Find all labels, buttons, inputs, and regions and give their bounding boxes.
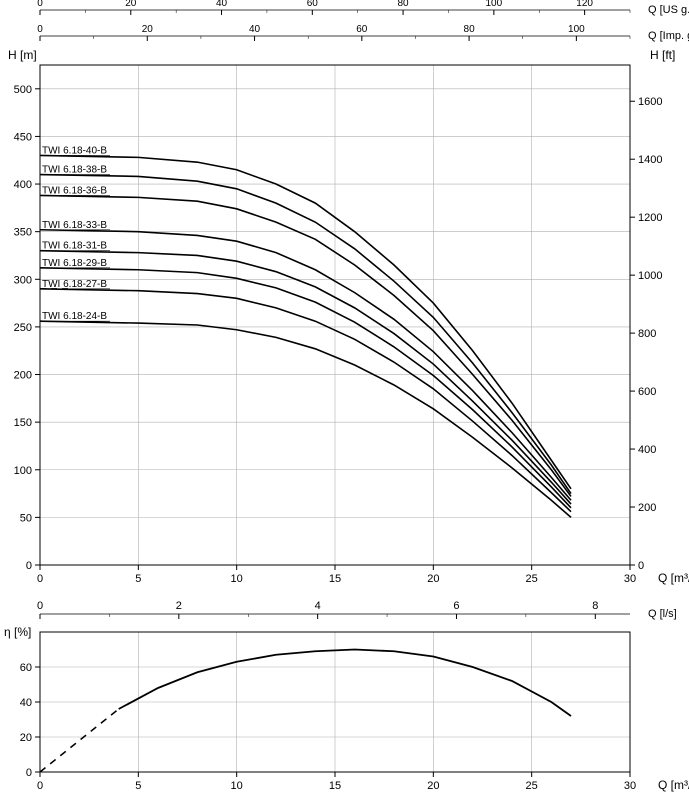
svg-text:600: 600 bbox=[638, 386, 656, 398]
svg-text:20: 20 bbox=[427, 780, 439, 792]
svg-text:0: 0 bbox=[26, 560, 32, 572]
svg-text:100: 100 bbox=[568, 24, 585, 35]
svg-text:15: 15 bbox=[329, 780, 341, 792]
svg-text:40: 40 bbox=[20, 697, 32, 709]
svg-text:8: 8 bbox=[592, 600, 598, 612]
svg-text:25: 25 bbox=[526, 573, 538, 585]
svg-text:150: 150 bbox=[14, 417, 32, 429]
svg-text:200: 200 bbox=[638, 502, 656, 514]
svg-text:2: 2 bbox=[176, 600, 182, 612]
svg-text:TWI 6.18-38-B: TWI 6.18-38-B bbox=[42, 165, 107, 176]
svg-text:0: 0 bbox=[37, 780, 43, 792]
svg-text:0: 0 bbox=[37, 0, 43, 9]
svg-text:0: 0 bbox=[37, 24, 43, 35]
svg-text:TWI 6.18-33-B: TWI 6.18-33-B bbox=[42, 220, 107, 231]
svg-text:0: 0 bbox=[37, 600, 43, 612]
svg-text:80: 80 bbox=[398, 0, 410, 9]
svg-text:80: 80 bbox=[464, 24, 476, 35]
svg-text:100: 100 bbox=[14, 465, 32, 477]
svg-text:0: 0 bbox=[37, 573, 43, 585]
svg-text:25: 25 bbox=[526, 780, 538, 792]
svg-text:1400: 1400 bbox=[638, 154, 662, 166]
svg-text:H [ft]: H [ft] bbox=[650, 48, 675, 62]
svg-text:20: 20 bbox=[125, 0, 137, 9]
svg-text:15: 15 bbox=[329, 573, 341, 585]
svg-text:0: 0 bbox=[26, 767, 32, 779]
svg-text:Q [Imp. g.p.m.]: Q [Imp. g.p.m.] bbox=[648, 30, 689, 42]
svg-text:η [%]: η [%] bbox=[4, 625, 31, 639]
svg-text:200: 200 bbox=[14, 370, 32, 382]
svg-text:TWI 6.18-29-B: TWI 6.18-29-B bbox=[42, 258, 107, 269]
svg-text:0: 0 bbox=[638, 560, 644, 572]
svg-text:60: 60 bbox=[307, 0, 319, 9]
efficiency-curve bbox=[119, 650, 571, 717]
svg-text:30: 30 bbox=[624, 573, 636, 585]
svg-text:6: 6 bbox=[453, 600, 459, 612]
svg-text:1200: 1200 bbox=[638, 212, 662, 224]
svg-text:500: 500 bbox=[14, 84, 32, 96]
svg-text:H [m]: H [m] bbox=[8, 48, 37, 62]
svg-text:5: 5 bbox=[135, 780, 141, 792]
svg-text:50: 50 bbox=[20, 512, 32, 524]
svg-text:20: 20 bbox=[142, 24, 154, 35]
svg-text:4: 4 bbox=[315, 600, 321, 612]
svg-text:450: 450 bbox=[14, 131, 32, 143]
svg-text:Q [m³/h]: Q [m³/h] bbox=[658, 778, 689, 792]
svg-text:40: 40 bbox=[216, 0, 228, 9]
svg-text:800: 800 bbox=[638, 328, 656, 340]
curve-TWI 6.18-31-B bbox=[40, 251, 571, 504]
svg-text:TWI 6.18-36-B: TWI 6.18-36-B bbox=[42, 185, 107, 196]
svg-text:Q [m³/h]: Q [m³/h] bbox=[658, 571, 689, 585]
svg-text:Q [US g.p.m.]: Q [US g.p.m.] bbox=[648, 4, 689, 16]
svg-text:20: 20 bbox=[427, 573, 439, 585]
svg-text:100: 100 bbox=[486, 0, 503, 9]
svg-text:10: 10 bbox=[231, 573, 243, 585]
svg-text:TWI 6.18-31-B: TWI 6.18-31-B bbox=[42, 241, 107, 252]
svg-text:5: 5 bbox=[135, 573, 141, 585]
svg-text:300: 300 bbox=[14, 274, 32, 286]
curve-TWI 6.18-38-B bbox=[40, 175, 571, 494]
svg-text:TWI 6.18-40-B: TWI 6.18-40-B bbox=[42, 145, 107, 156]
svg-text:120: 120 bbox=[576, 0, 593, 9]
svg-text:Q [l/s]: Q [l/s] bbox=[648, 608, 677, 620]
curve-TWI 6.18-33-B bbox=[40, 230, 571, 500]
svg-text:10: 10 bbox=[231, 780, 243, 792]
svg-text:400: 400 bbox=[14, 179, 32, 191]
svg-text:400: 400 bbox=[638, 444, 656, 456]
svg-text:20: 20 bbox=[20, 732, 32, 744]
svg-text:60: 60 bbox=[20, 662, 32, 674]
svg-text:TWI 6.18-24-B: TWI 6.18-24-B bbox=[42, 311, 107, 322]
svg-text:250: 250 bbox=[14, 322, 32, 334]
svg-text:40: 40 bbox=[249, 24, 261, 35]
svg-text:350: 350 bbox=[14, 227, 32, 239]
svg-text:30: 30 bbox=[624, 780, 636, 792]
svg-text:1600: 1600 bbox=[638, 96, 662, 108]
pump-curve-chart: TWI 6.18-40-B TWI 6.18-38-B TWI 6.18-36-B T… bbox=[0, 0, 689, 800]
svg-text:1000: 1000 bbox=[638, 270, 662, 282]
svg-text:60: 60 bbox=[356, 24, 368, 35]
